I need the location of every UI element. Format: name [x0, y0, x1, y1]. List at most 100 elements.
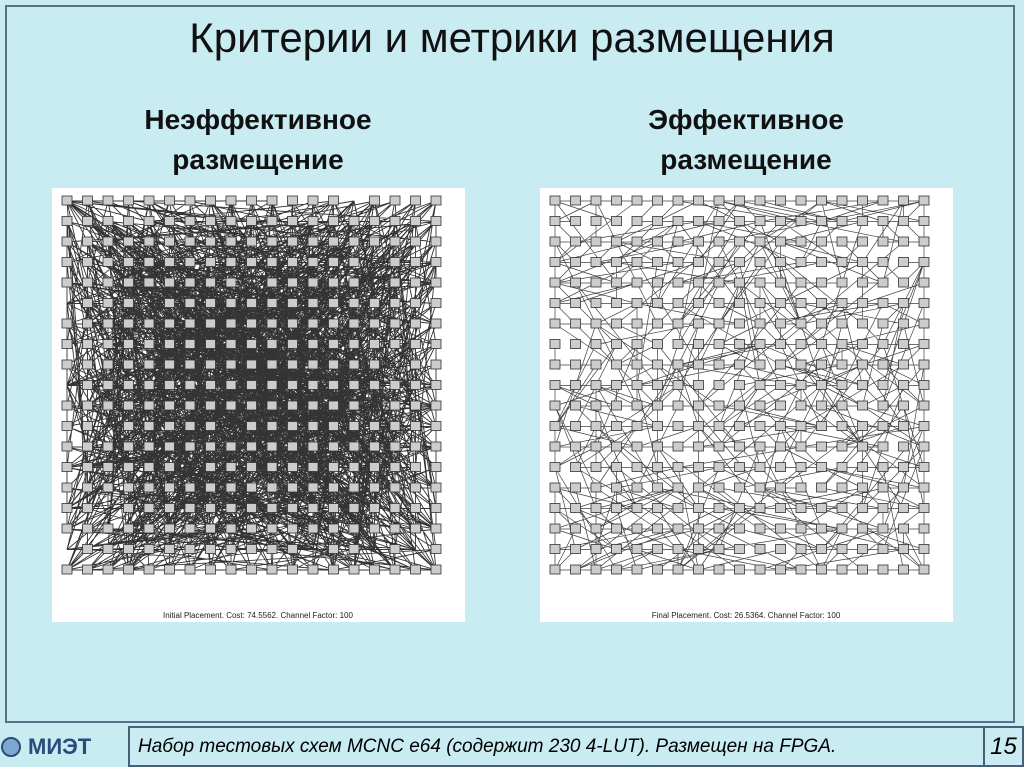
logic-block	[549, 339, 561, 349]
logic-block	[348, 421, 360, 431]
logic-block	[348, 482, 360, 493]
logic-block	[795, 462, 807, 472]
logic-block	[795, 482, 807, 493]
logic-block	[287, 421, 298, 431]
logic-block	[549, 216, 561, 226]
logic-block	[389, 564, 401, 575]
logic-block	[184, 339, 196, 349]
logic-block	[549, 564, 561, 575]
logic-block	[857, 236, 868, 247]
logic-block	[369, 441, 380, 452]
logic-block	[246, 216, 257, 226]
logic-block	[631, 544, 643, 554]
logic-block	[754, 277, 766, 288]
logic-block	[246, 318, 257, 329]
logic-block	[693, 441, 704, 452]
logic-block	[164, 544, 175, 554]
logic-block	[164, 503, 175, 513]
logic-block	[693, 277, 704, 288]
logic-block	[918, 318, 930, 329]
logic-block	[652, 380, 663, 390]
logic-block	[775, 339, 786, 349]
logic-block	[82, 359, 93, 370]
logic-block	[652, 503, 663, 513]
logic-block	[184, 482, 196, 493]
logic-block	[307, 421, 319, 431]
logic-block	[123, 257, 134, 267]
logic-block	[734, 318, 745, 329]
logic-block	[164, 564, 175, 575]
logic-block	[631, 503, 643, 513]
logic-block	[225, 318, 237, 329]
logic-block	[590, 441, 602, 452]
logic-block	[410, 359, 421, 370]
logic-block	[410, 503, 421, 513]
logic-block	[225, 359, 237, 370]
logic-block	[898, 523, 909, 534]
logic-block	[410, 441, 421, 452]
logic-block	[816, 523, 827, 534]
logic-block	[590, 216, 602, 226]
logic-block	[877, 482, 889, 493]
logic-block	[205, 318, 216, 329]
logic-block	[713, 298, 725, 308]
logic-block	[898, 441, 909, 452]
logic-block	[816, 318, 827, 329]
logic-block	[672, 277, 684, 288]
logic-block	[430, 359, 442, 370]
logic-block	[918, 503, 930, 513]
logic-block	[652, 195, 663, 206]
logic-block	[570, 195, 581, 206]
logic-block	[611, 523, 622, 534]
logic-block	[287, 462, 298, 472]
logic-block	[225, 380, 237, 390]
logic-block	[328, 339, 339, 349]
logic-block	[430, 544, 442, 554]
logic-block	[246, 564, 257, 575]
logic-block	[143, 482, 155, 493]
logic-block	[184, 564, 196, 575]
net-wires	[554, 200, 925, 571]
logic-block	[82, 216, 93, 226]
logic-block	[918, 523, 930, 534]
logic-block	[348, 462, 360, 472]
logic-block	[836, 441, 848, 452]
logic-block	[225, 482, 237, 493]
logic-block	[877, 298, 889, 308]
logic-block	[693, 236, 704, 247]
logic-block	[672, 564, 684, 575]
logic-block	[795, 298, 807, 308]
logic-block	[672, 359, 684, 370]
logic-block	[590, 339, 602, 349]
logic-block	[266, 277, 278, 288]
logic-block	[143, 441, 155, 452]
logic-block	[611, 503, 622, 513]
logic-block	[287, 339, 298, 349]
logic-block	[877, 441, 889, 452]
logic-block	[570, 462, 581, 472]
logic-block	[307, 277, 319, 288]
logic-block	[836, 257, 848, 267]
logic-block	[225, 544, 237, 554]
logic-block	[570, 318, 581, 329]
logic-block	[287, 236, 298, 247]
logic-block	[631, 195, 643, 206]
logic-block	[164, 523, 175, 534]
logo: МИЭТ	[0, 726, 126, 767]
logic-block	[389, 277, 401, 288]
logic-block	[795, 277, 807, 288]
logic-block	[795, 564, 807, 575]
logic-block	[205, 462, 216, 472]
logic-block	[266, 257, 278, 267]
footer: МИЭТ Набор тестовых схем MCNC e64 (содер…	[0, 726, 1024, 767]
logic-block	[225, 236, 237, 247]
logic-block	[430, 380, 442, 390]
logic-block	[816, 216, 827, 226]
logic-block	[775, 544, 786, 554]
logic-block	[430, 236, 442, 247]
logic-block	[590, 257, 602, 267]
logic-block	[795, 216, 807, 226]
logic-block	[734, 236, 745, 247]
logic-block	[123, 523, 134, 534]
